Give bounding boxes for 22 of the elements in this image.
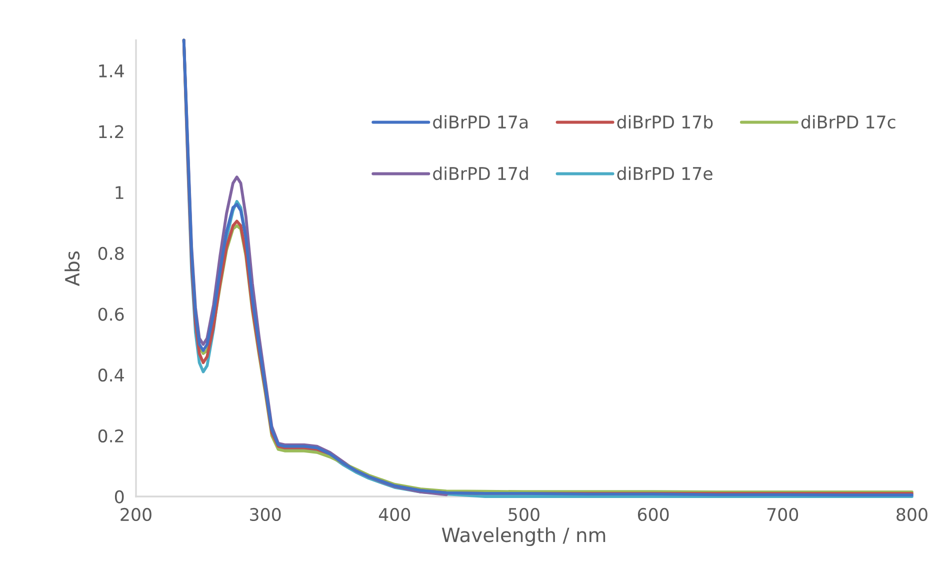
y-tick-label: 0.2 <box>98 429 124 443</box>
x-axis-title: Wavelength / nm <box>442 527 606 546</box>
legend-label: diBrPD 17d <box>433 166 528 180</box>
y-axis-title: Abs <box>64 251 80 286</box>
y-tick-label: 0 <box>114 490 124 504</box>
legend-label: diBrPD 17c <box>801 115 896 129</box>
legend-label: diBrPD 17a <box>433 115 528 129</box>
legend-label: diBrPD 17e <box>617 166 712 180</box>
y-tick-label: 1.4 <box>99 64 124 78</box>
x-tick-label: 600 <box>638 508 669 522</box>
y-tick-label: 0.4 <box>98 368 124 382</box>
x-tick-label: 200 <box>120 508 152 522</box>
x-tick-label: 500 <box>508 508 540 522</box>
x-tick-label: 400 <box>378 508 410 522</box>
y-tick-label: 1.2 <box>99 125 124 138</box>
y-tick-label: 0.8 <box>98 246 124 260</box>
legend-label: diBrPD 17b <box>617 115 713 129</box>
y-tick-label: 1 <box>116 186 124 199</box>
x-tick-label: 700 <box>767 508 798 522</box>
x-tick-label: 300 <box>250 508 281 522</box>
x-tick-label: 800 <box>896 508 928 522</box>
y-tick-label: 0.6 <box>98 308 124 321</box>
